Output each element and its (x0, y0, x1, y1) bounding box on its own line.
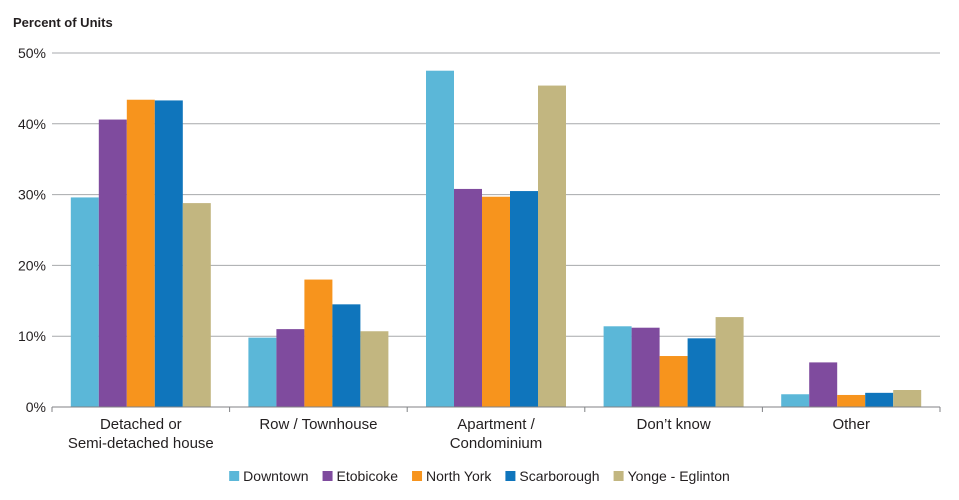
category-label: Apartment / Condominium (450, 416, 543, 452)
legend-label: Scarborough (519, 468, 599, 484)
bar (454, 188, 482, 407)
bar (182, 203, 211, 407)
bar (538, 85, 566, 408)
legend: Downtown Etobicoke North York Scarborough Yo… (229, 468, 730, 484)
legend-swatch (229, 471, 240, 481)
bar (510, 191, 538, 407)
bar (893, 390, 922, 407)
category-label: Row / Townhouse (259, 416, 377, 433)
y-tick-label: 40% (18, 116, 46, 132)
legend-swatch (505, 471, 516, 481)
legend-label: Downtown (243, 468, 308, 484)
category-label: Don’t know (636, 416, 710, 433)
bar (98, 119, 127, 407)
bar (865, 392, 894, 407)
y-tick-label: 30% (18, 187, 46, 203)
y-tick-label: 10% (18, 328, 46, 344)
category-label: Other (832, 416, 870, 433)
x-axis (51, 406, 941, 412)
bar (631, 327, 660, 407)
legend-swatch (613, 471, 624, 481)
legend-label: North York (426, 468, 492, 484)
bar (659, 356, 688, 407)
legend-label: Yonge - Eglinton (628, 468, 730, 484)
bar (276, 329, 305, 407)
category-label: Detached or Semi-detached house (68, 416, 214, 452)
bar (809, 362, 838, 407)
bar (837, 394, 866, 407)
bar (426, 70, 454, 407)
y-tick-label: 0% (26, 399, 46, 415)
legend-swatch (322, 471, 333, 481)
bar (687, 338, 716, 407)
y-tick-label: 50% (18, 45, 46, 61)
bar (126, 99, 155, 407)
legend-label: Etobicoke (337, 468, 399, 484)
category-labels: Detached or Semi-detached house Row / Town… (68, 416, 870, 452)
bars (70, 70, 922, 408)
bar (304, 279, 333, 407)
y-tick-label: 20% (18, 257, 46, 273)
bar (248, 337, 277, 407)
bar (781, 394, 810, 407)
bar (482, 196, 510, 407)
bar (360, 331, 389, 407)
y-tick-labels: 0% 10% 20% 30% 40% 50% (18, 45, 46, 415)
bar (715, 317, 744, 407)
y-axis-title: Percent of Units (13, 15, 113, 30)
bar (154, 100, 183, 407)
bar (70, 197, 99, 407)
legend-swatch (412, 471, 423, 481)
bar (603, 326, 632, 407)
bar (332, 304, 361, 407)
